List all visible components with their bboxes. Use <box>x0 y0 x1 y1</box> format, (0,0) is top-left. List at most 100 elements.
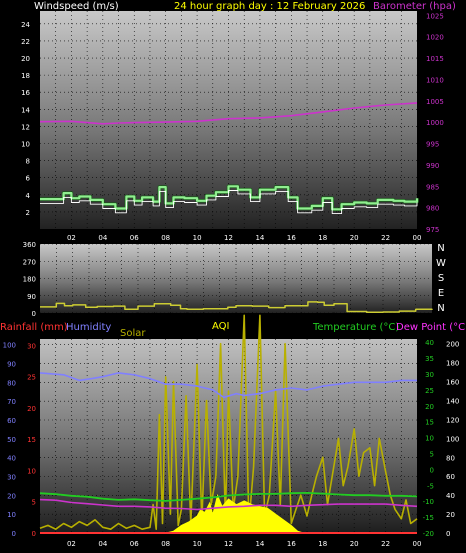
solar-tick-label: 180 <box>446 360 459 368</box>
humidity-tick-label: 30 <box>7 473 16 481</box>
windspeed-tick-label: 22 <box>21 38 30 46</box>
direction-tick-label: 0 <box>32 310 36 318</box>
hour-tick-label: 16 <box>287 540 296 548</box>
temperature-tick-label: 5 <box>430 450 434 458</box>
humidity-tick-label: 20 <box>7 492 16 500</box>
dewpoint-axis-label: Dew Point (°C) <box>396 322 466 333</box>
hour-tick-label: 04 <box>98 234 107 242</box>
compass-letter: S <box>438 273 444 284</box>
direction-tick-label: 90 <box>27 293 36 301</box>
humidity-tick-label: 80 <box>7 379 16 387</box>
temperature-tick-label: 35 <box>425 355 434 363</box>
humidity-tick-label: 70 <box>7 398 16 406</box>
temperature-line <box>39 491 418 502</box>
rainfall-tick-label: 15 <box>27 436 36 444</box>
solar-tick-label: 20 <box>446 511 455 519</box>
windspeed-tick-label: 20 <box>21 55 30 63</box>
temperature-tick-label: 10 <box>425 435 434 443</box>
barometer-tick-label: 995 <box>426 141 439 149</box>
rainfall-axis-label: Rainfall (mm) <box>0 322 68 333</box>
wind-baro-ticks: 2468101214161820222497598098599099510001… <box>21 12 444 242</box>
rainfall-tick-label: 5 <box>32 499 36 507</box>
barometer-tick-label: 1025 <box>426 12 444 20</box>
rainfall-tick-label: 20 <box>27 405 36 413</box>
windspeed-tick-label: 4 <box>26 192 31 200</box>
dewpoint-line <box>39 498 418 511</box>
temperature-tick-label: -5 <box>427 482 434 490</box>
temperature-tick-label: 25 <box>425 387 434 395</box>
rainfall-tick-label: 0 <box>32 530 36 538</box>
solar-tick-label: 100 <box>446 435 459 443</box>
windspeed-tick-label: 16 <box>21 89 30 97</box>
windspeed-tick-label: 2 <box>26 209 30 217</box>
temperature-tick-label: 20 <box>425 403 434 411</box>
barometer-axis-label: Barometer (hpa) <box>373 1 456 12</box>
barometer-tick-label: 975 <box>426 226 439 234</box>
hour-tick-label: 12 <box>224 540 233 548</box>
humidity-tick-label: 0 <box>12 530 16 538</box>
windspeed-tick-label: 12 <box>21 123 30 131</box>
aqi-line <box>39 314 418 531</box>
hour-tick-label: 18 <box>318 234 327 242</box>
direction-tick-label: 180 <box>23 276 36 284</box>
temperature-tick-label: 30 <box>425 371 434 379</box>
humidity-tick-label: 40 <box>7 455 16 463</box>
barometer-tick-label: 990 <box>426 162 439 170</box>
solar-area <box>165 493 305 534</box>
humidity-axis-label: Humidity <box>66 322 111 333</box>
solar-tick-label: 60 <box>446 473 455 481</box>
solar-axis-label: Solar <box>120 328 146 339</box>
barometer-tick-label: 980 <box>426 205 439 213</box>
hour-tick-label: 06 <box>130 540 139 548</box>
hour-tick-label: 00 <box>413 540 422 548</box>
hour-tick-label: 04 <box>98 540 107 548</box>
hour-tick-label: 22 <box>381 234 390 242</box>
rainfall-tick-label: 25 <box>27 374 36 382</box>
hour-tick-label: 18 <box>318 540 327 548</box>
wind-baro-series <box>39 102 419 215</box>
humidity-tick-label: 60 <box>7 417 16 425</box>
hour-tick-label: 08 <box>161 540 170 548</box>
graph-title: 24 hour graph day : 12 February 2026 <box>174 1 365 12</box>
barometer-tick-label: 1005 <box>426 98 444 106</box>
hour-tick-label: 22 <box>381 540 390 548</box>
windspeed-low-line <box>40 190 418 215</box>
direction-tick-label: 270 <box>23 258 36 266</box>
compass-letter: N <box>437 303 444 314</box>
windspeed-axis-label: Windspeed (m/s) <box>34 1 119 12</box>
barometer-tick-label: 1010 <box>426 76 444 84</box>
humidity-tick-label: 10 <box>7 511 16 519</box>
wind-direction-line <box>40 301 433 313</box>
humidity-tick-label: 50 <box>7 436 16 444</box>
hour-tick-label: 00 <box>413 234 422 242</box>
temperature-tick-label: 40 <box>425 339 434 347</box>
hour-tick-label: 06 <box>130 234 139 242</box>
compass-letter: E <box>438 288 444 299</box>
hour-tick-label: 14 <box>255 234 264 242</box>
aqi-axis-label: AQI <box>212 321 230 332</box>
windspeed-line <box>40 185 419 211</box>
hour-tick-label: 02 <box>67 540 76 548</box>
solar-tick-label: 80 <box>446 454 455 462</box>
hour-tick-label: 20 <box>350 234 359 242</box>
humidity-line <box>39 372 417 399</box>
temperature-tick-label: -15 <box>423 514 434 522</box>
barometer-tick-label: 1020 <box>426 34 444 42</box>
direction-tick-label: 360 <box>23 241 36 249</box>
windspeed-tick-label: 24 <box>21 21 30 29</box>
barometer-tick-label: 1015 <box>426 55 444 63</box>
solar-tick-label: 200 <box>446 341 459 349</box>
solar-tick-label: 140 <box>446 398 459 406</box>
hour-tick-label: 14 <box>255 540 264 548</box>
compass-letter: N <box>437 243 444 254</box>
rainfall-tick-label: 10 <box>27 467 36 475</box>
solar-tick-label: 120 <box>446 416 459 424</box>
solar-tick-label: 160 <box>446 379 459 387</box>
hour-tick-label: 10 <box>193 540 202 548</box>
humidity-tick-label: 90 <box>7 360 16 368</box>
temp-hum-ticks: 0102030405060708090100051015202530-20-15… <box>3 339 460 548</box>
barometer-tick-label: 985 <box>426 183 439 191</box>
wind-direction-grid <box>40 243 432 314</box>
hour-tick-label: 20 <box>350 540 359 548</box>
